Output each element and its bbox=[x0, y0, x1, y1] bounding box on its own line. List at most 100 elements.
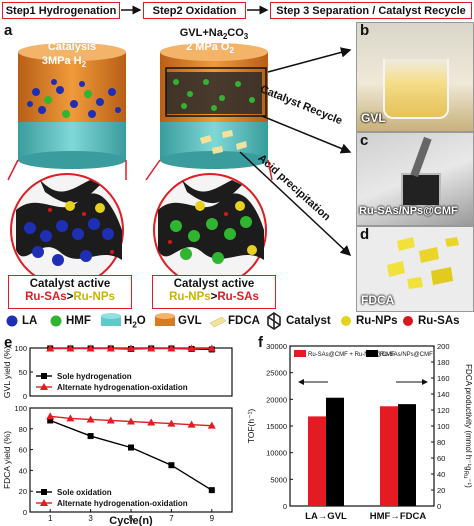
reactor1-label-line1: Catalysis bbox=[48, 41, 96, 53]
data-point bbox=[207, 421, 216, 429]
greater-than: > bbox=[66, 291, 74, 303]
y-axis-label: GVL yield (%) bbox=[2, 346, 12, 398]
catalyst-icon bbox=[264, 311, 284, 331]
legend-marker bbox=[40, 383, 48, 390]
data-point bbox=[167, 419, 176, 427]
y2-tick-label: 0 bbox=[437, 502, 441, 511]
data-point bbox=[66, 344, 75, 352]
y-tick-label: 10000 bbox=[266, 449, 287, 458]
panel-f-letter: f bbox=[258, 334, 263, 351]
x-tick-label: 3 bbox=[88, 514, 93, 523]
bar bbox=[398, 404, 416, 506]
catalyst-active-title-2: Catalyst active bbox=[173, 278, 255, 290]
data-point bbox=[187, 344, 196, 352]
data-point bbox=[47, 417, 54, 424]
legend-marker bbox=[41, 489, 47, 495]
reactor2-molecules bbox=[173, 79, 255, 111]
y-tick-label: 40 bbox=[19, 466, 27, 475]
indicator-arrowhead-left bbox=[298, 379, 304, 385]
x-tick-label: 7 bbox=[169, 514, 174, 523]
y2-tick-label: 40 bbox=[437, 470, 445, 479]
y-axis-label: FDCA yield (%) bbox=[2, 431, 12, 489]
zoom-line bbox=[267, 159, 273, 181]
legend-la: LA bbox=[22, 315, 38, 327]
reactor2-highlight-box bbox=[165, 67, 267, 117]
reactor1-label-line2: 3MPa H2 bbox=[42, 55, 87, 69]
legend-ru-sas: Ru-SAs bbox=[418, 315, 460, 327]
y2-tick-label: 120 bbox=[437, 406, 450, 415]
y-tick-label: 0 bbox=[23, 392, 27, 401]
y-tick-label: 80 bbox=[19, 425, 27, 434]
y-tick-label: 20 bbox=[19, 487, 27, 496]
y-tick-label: 50 bbox=[19, 368, 27, 377]
zoom-circle-hydrogenation bbox=[10, 173, 124, 287]
y2-tick-label: 80 bbox=[437, 438, 445, 447]
arrow-catalyst-recycle bbox=[261, 115, 352, 154]
x-tick-label: 9 bbox=[210, 514, 215, 523]
photo-c-catalyst: Ru-SAs/NPs@CMF bbox=[356, 132, 474, 226]
step-arrows bbox=[121, 5, 269, 15]
reactor-hydrogenation bbox=[18, 43, 126, 169]
legend-hmf: HMF bbox=[66, 315, 91, 327]
ru-sas-text: Ru-SAs bbox=[25, 291, 67, 303]
y-axis-label: TOF(h⁻¹) bbox=[246, 409, 256, 444]
catalyst-active-box-1: Catalyst active Ru-SAs>Ru-NPs bbox=[8, 275, 132, 309]
data-point bbox=[127, 344, 135, 352]
legend-label: Sole hydrogenation bbox=[57, 372, 132, 381]
data-point bbox=[46, 412, 55, 420]
legend-label: Ru-SAs@CMF + Ru-NPs@CMF bbox=[308, 352, 395, 358]
photo-d-letter: d bbox=[360, 226, 370, 243]
tweezers-icon bbox=[410, 136, 432, 178]
zoom-line bbox=[145, 159, 161, 181]
catalyst-active-formula-2: Ru-NPs>Ru-SAs bbox=[153, 291, 275, 303]
data-point bbox=[187, 420, 196, 428]
zoom-circle-oxidation bbox=[153, 173, 267, 287]
series-line bbox=[49, 419, 213, 491]
reactor2-label-line1: GVL+Na2CO3 bbox=[180, 27, 249, 41]
panel-a-letter: a bbox=[4, 22, 13, 39]
data-point bbox=[128, 444, 134, 451]
legend-row: LA HMF H2O GVL FDCA Catalyst Ru-NPs Ru-S… bbox=[0, 311, 474, 331]
data-point bbox=[168, 462, 175, 469]
y-tick-label: 100 bbox=[14, 344, 27, 353]
greater-than: > bbox=[210, 291, 218, 303]
photo-b-gvl: GVL bbox=[356, 22, 474, 132]
y2-tick-label: 140 bbox=[437, 390, 450, 399]
fdca-crystals bbox=[387, 237, 459, 289]
legend-label: Alternate hydrogenation-oxidation bbox=[57, 499, 188, 508]
data-point bbox=[106, 416, 115, 424]
legend-label: Alternate hydrogenation-oxidation bbox=[57, 383, 188, 392]
photo-c-label: Ru-SAs/NPs@CMF bbox=[359, 205, 458, 217]
legend-marker bbox=[40, 499, 48, 506]
reactor2-label-line2: 2 MPa O2 bbox=[186, 41, 234, 55]
ru-nps-icon bbox=[340, 311, 352, 331]
y2-axis-label: FDCA productivity (mmol h⁻¹gRu⁻¹) bbox=[462, 364, 473, 488]
category-label: HMF→FDCA bbox=[370, 511, 427, 522]
data-point bbox=[66, 414, 75, 422]
data-point bbox=[147, 418, 156, 426]
label-catalyst-recycle: Catalyst Recycle bbox=[258, 83, 344, 127]
category-label: LA→GVL bbox=[305, 511, 347, 522]
x-axis-label: Cycle(n) bbox=[109, 515, 153, 526]
photo-b-letter: b bbox=[360, 22, 370, 39]
fdca-flakes bbox=[200, 130, 247, 154]
photo-b-label: GVL bbox=[361, 111, 386, 125]
step3-box: Step 3 Separation / Catalyst Recycle bbox=[270, 2, 472, 19]
y-tick-label: 100 bbox=[14, 404, 27, 413]
legend-swatch bbox=[366, 350, 378, 357]
legend-swatch bbox=[294, 350, 306, 357]
ru-nps-text: Ru-NPs bbox=[169, 291, 211, 303]
legend-gvl: GVL bbox=[178, 315, 202, 327]
chart-f: 0 5000 10000 15000 20000 25000 30000 0 20 40 60 80 1… bbox=[246, 342, 473, 522]
ru-sas-text: Ru-SAs bbox=[217, 291, 259, 303]
y2-tick-label: 180 bbox=[437, 358, 450, 367]
reactor1-molecules bbox=[27, 79, 121, 118]
fdca-icon bbox=[208, 311, 228, 331]
y2-tick-label: 60 bbox=[437, 454, 445, 463]
y-tick-label: 20000 bbox=[266, 395, 287, 404]
arrow-to-photo-b bbox=[267, 47, 352, 73]
bar bbox=[380, 406, 398, 506]
y-tick-label: 15000 bbox=[266, 422, 287, 431]
catalyst-active-box-2: Catalyst active Ru-NPs>Ru-SAs bbox=[152, 275, 276, 309]
